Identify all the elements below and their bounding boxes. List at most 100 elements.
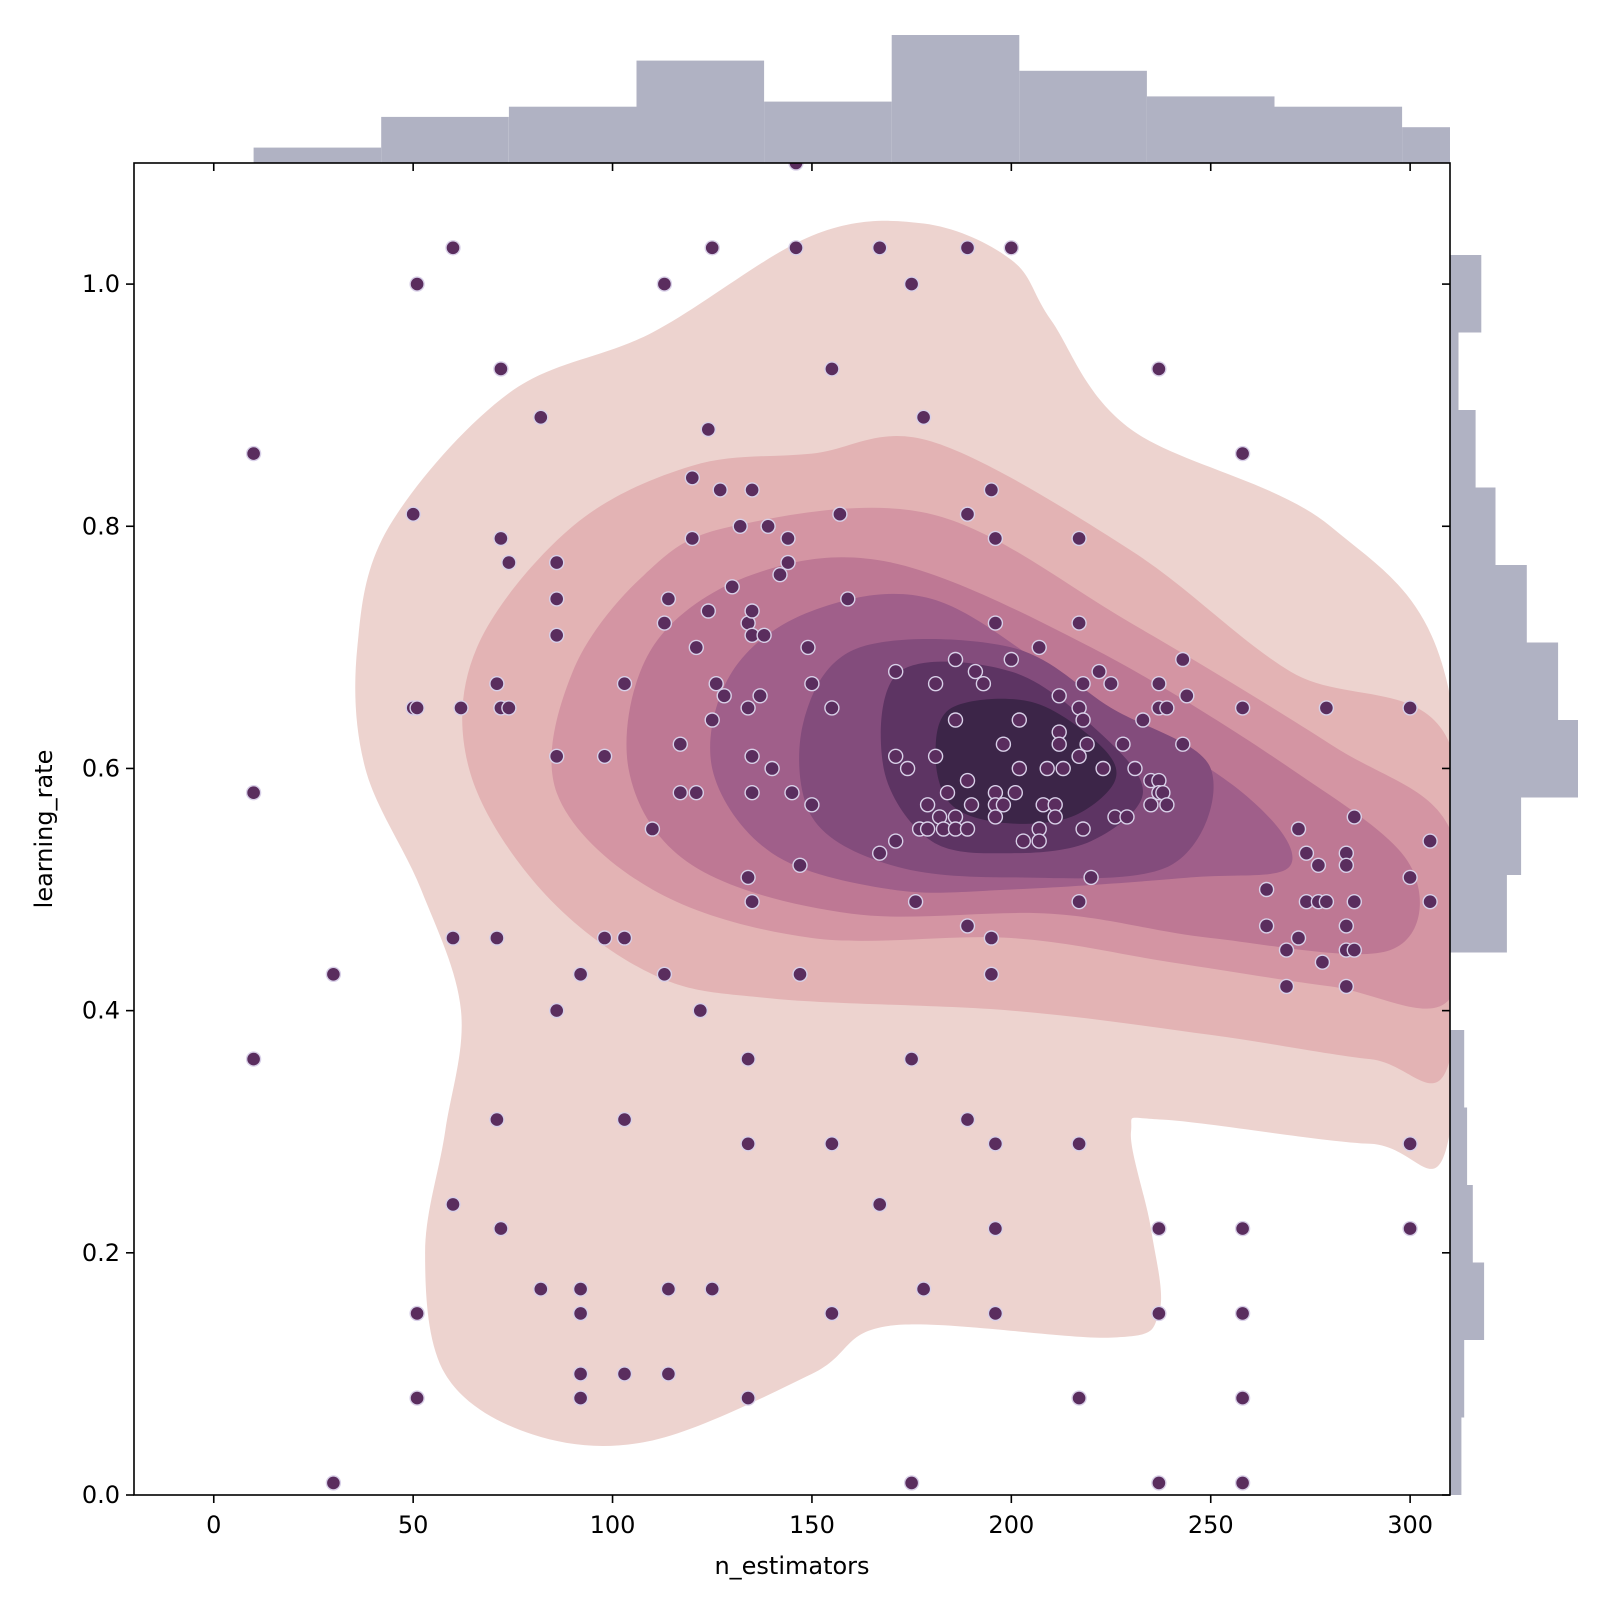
scatter-point xyxy=(549,554,565,571)
scatter-point xyxy=(501,554,517,571)
scatter-point xyxy=(1402,869,1418,886)
plot-frame xyxy=(133,162,1451,1496)
scatter-point xyxy=(549,591,565,607)
scatter-point xyxy=(1234,1305,1251,1322)
scatter-point xyxy=(1346,809,1363,825)
scatter-point xyxy=(1071,615,1087,631)
scatter-point xyxy=(744,785,760,801)
scatter-point xyxy=(1402,1220,1418,1237)
x-hist-bar xyxy=(1402,127,1450,163)
y-tick-label: 0.2 xyxy=(82,1239,120,1267)
scatter-point xyxy=(903,1475,920,1491)
scatter-point xyxy=(1234,700,1251,716)
scatter-point xyxy=(987,809,1004,825)
scatter-point xyxy=(983,930,1000,946)
scatter-point xyxy=(1402,700,1418,716)
scatter-point xyxy=(1011,712,1027,728)
scatter-point xyxy=(872,1196,888,1213)
scatter-point xyxy=(1258,881,1275,898)
scatter-point xyxy=(716,688,732,704)
x-tick-label: 50 xyxy=(398,1511,429,1539)
y-hist-bar xyxy=(1450,1262,1485,1340)
scatter-point xyxy=(489,676,505,692)
scatter-point xyxy=(987,1305,1004,1322)
scatter-point xyxy=(1175,736,1191,752)
scatter-point xyxy=(1234,1475,1251,1491)
scatter-points xyxy=(245,163,1438,1491)
y-axis: 0.0 0.2 0.4 0.6 0.8 1.0 xyxy=(82,270,1450,1509)
scatter-point xyxy=(1234,1220,1251,1237)
scatter-point xyxy=(903,1051,920,1067)
scatter-point xyxy=(1039,760,1055,777)
scatter-point xyxy=(792,966,808,982)
scatter-point xyxy=(732,518,748,534)
scatter-point xyxy=(245,1051,262,1067)
scatter-point xyxy=(975,676,992,692)
scatter-point xyxy=(959,1111,976,1128)
scatter-point xyxy=(1083,869,1099,886)
y-hist-bar xyxy=(1450,565,1527,643)
scatter-point xyxy=(409,276,425,292)
scatter-point xyxy=(1151,1475,1167,1491)
scatter-point xyxy=(445,240,461,256)
scatter-point xyxy=(660,591,677,607)
scatter-point xyxy=(688,785,704,801)
scatter-point xyxy=(888,748,904,764)
x-tick-label: 100 xyxy=(590,1511,636,1539)
scatter-point xyxy=(959,240,976,256)
scatter-point xyxy=(1314,954,1331,970)
y-hist-bar xyxy=(1450,797,1522,875)
scatter-point xyxy=(772,567,788,583)
scatter-point xyxy=(1127,760,1143,777)
scatter-point xyxy=(987,615,1004,631)
y-hist-bar xyxy=(1450,255,1482,333)
x-hist-bar xyxy=(636,60,765,163)
scatter-point xyxy=(740,1390,756,1406)
scatter-point xyxy=(1051,736,1067,752)
scatter-point xyxy=(963,797,980,813)
scatter-point xyxy=(824,700,840,716)
x-hist-bar xyxy=(1019,70,1147,163)
y-hist-bar xyxy=(1450,1185,1473,1263)
scatter-point xyxy=(1159,700,1175,716)
scatter-point xyxy=(572,1366,589,1382)
x-hist-bar xyxy=(764,101,892,163)
scatter-point xyxy=(445,1196,461,1213)
scatter-point xyxy=(672,736,688,752)
x-axis-title: n_estimators xyxy=(714,1552,869,1580)
scatter-point xyxy=(983,482,1000,498)
scatter-point xyxy=(1175,651,1191,668)
scatter-point xyxy=(1258,918,1275,934)
x-marginal-histogram xyxy=(253,35,1450,163)
x-hist-bar xyxy=(253,147,382,163)
scatter-point xyxy=(760,518,776,534)
x-hist-bar xyxy=(1274,106,1403,163)
scatter-point xyxy=(409,700,425,716)
scatter-point xyxy=(1091,663,1107,680)
scatter-point xyxy=(1119,809,1135,825)
scatter-point xyxy=(1310,857,1327,873)
scatter-point xyxy=(752,688,768,704)
scatter-point xyxy=(656,966,673,982)
scatter-point xyxy=(325,966,342,982)
x-hist-bar xyxy=(508,106,637,163)
scatter-point xyxy=(804,676,820,692)
y-hist-bar xyxy=(1450,1340,1465,1418)
scatter-point xyxy=(1298,845,1315,861)
scatter-point xyxy=(656,276,673,292)
scatter-point xyxy=(1115,736,1131,752)
y-hist-bar xyxy=(1450,1417,1462,1495)
scatter-point xyxy=(1075,821,1091,837)
scatter-point xyxy=(744,482,760,498)
scatter-point xyxy=(493,361,509,377)
y-marginal-histogram xyxy=(1450,255,1578,1495)
scatter-point xyxy=(919,821,936,837)
scatter-point xyxy=(1003,240,1019,256)
scatter-point xyxy=(947,651,964,668)
x-hist-bar xyxy=(891,35,1020,163)
scatter-point xyxy=(987,530,1004,547)
scatter-point xyxy=(915,1281,932,1297)
scatter-point xyxy=(688,639,704,656)
x-tick-label: 150 xyxy=(789,1511,835,1539)
